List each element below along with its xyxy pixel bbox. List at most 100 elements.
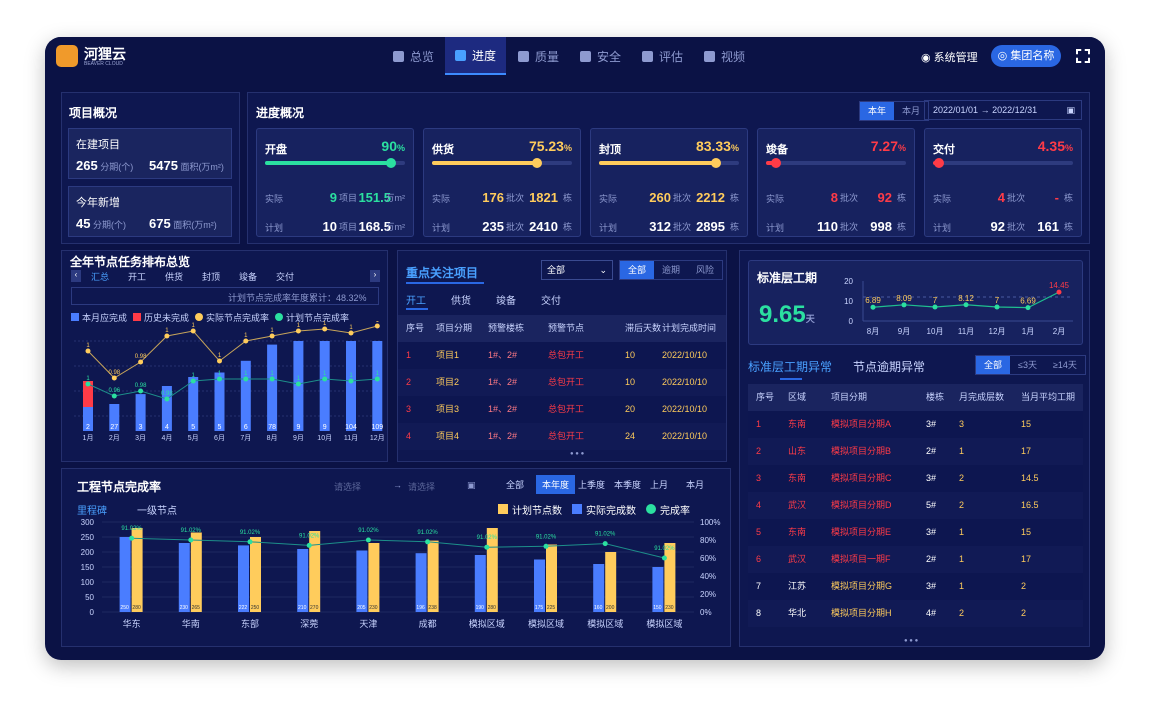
nav-safety[interactable]: 安全 bbox=[570, 37, 631, 75]
period-tab[interactable]: 本月 bbox=[686, 480, 705, 490]
nav-quality[interactable]: 质量 bbox=[508, 37, 569, 75]
period-tab[interactable]: 上月 bbox=[650, 480, 669, 490]
row-unit2: 栋 bbox=[1063, 222, 1073, 232]
progress-card: 竣备 7.27% 实际 8 批次 92 栋计划 110 批次 998 栋 bbox=[757, 128, 915, 237]
focus-tab[interactable]: 交付 bbox=[541, 296, 561, 307]
table-header: 序号 区域 项目分期 楼栋 月完成层数 当月平均工期 bbox=[748, 384, 1083, 411]
period-tab[interactable]: 本季度 bbox=[614, 480, 642, 490]
table-row[interactable]: 7 江苏 模拟项目分期G 3# 1 2 bbox=[748, 573, 1083, 600]
std-abnormal-panel: 标准层工期 9.65天 20 10 0 6.89 8月 8.09 9月 7 10月 8.12 11月… bbox=[739, 250, 1090, 647]
table-row[interactable]: 2 项目2 1#、2# 总包开工 10 2022/10/10 bbox=[398, 369, 726, 396]
date-range-picker[interactable]: 2022/01/01 → 2022/12/31 ▣ bbox=[924, 100, 1082, 120]
table-cell: 东南 bbox=[788, 527, 807, 537]
table-row[interactable]: 4 武汉 模拟项目分期D 5# 2 16.5 bbox=[748, 492, 1083, 519]
row-label: 计划 bbox=[265, 223, 284, 233]
table-cell: 1 bbox=[959, 527, 965, 537]
bar-label: 250 bbox=[120, 605, 129, 611]
actual-rate-point bbox=[164, 333, 170, 339]
table-row[interactable]: 3 项目3 1#、2# 总包开工 20 2022/10/10 bbox=[398, 396, 726, 423]
system-manage-link[interactable]: ◉ 系统管理 bbox=[921, 52, 978, 64]
brand-sub: BEAVER CLOUD bbox=[84, 61, 123, 67]
focus-tab[interactable]: 竣备 bbox=[496, 296, 516, 307]
annual-tab[interactable]: 封顶 bbox=[202, 272, 221, 282]
progress-fill bbox=[265, 161, 391, 165]
table-row[interactable]: 2 山东 模拟项目分期B 2# 1 17 bbox=[748, 438, 1083, 465]
filter-all[interactable]: 全部 bbox=[620, 261, 655, 279]
period-tab[interactable]: 上季度 bbox=[578, 480, 606, 490]
building-box: 在建项目 265 分期(个) 5475 面积(万m²) bbox=[68, 128, 232, 179]
tab-node-overdue[interactable]: 节点逾期异常 bbox=[853, 360, 926, 374]
table-row[interactable]: 8 华北 模拟项目分期H 4# 2 2 bbox=[748, 600, 1083, 627]
row-unit2: 栋 bbox=[729, 193, 739, 203]
bar-label: 109 bbox=[371, 424, 383, 431]
rate-label: 91.02% bbox=[477, 535, 498, 541]
period-tab[interactable]: 全部 bbox=[506, 480, 525, 490]
legend-item: 历史未完成 bbox=[133, 313, 189, 323]
fullscreen-icon[interactable] bbox=[1076, 49, 1090, 63]
plan-rate-label: 0.98 bbox=[161, 391, 173, 397]
filter-overdue[interactable]: 逾期 bbox=[662, 265, 681, 275]
group-button[interactable]: ◎ 集团名称 bbox=[991, 45, 1061, 67]
abn-filter-14days[interactable]: ≥14天 bbox=[1052, 360, 1077, 370]
table-row[interactable]: 3 东南 模拟项目分期C 3# 2 14.5 bbox=[748, 465, 1083, 492]
annual-tab[interactable]: 汇总 bbox=[91, 272, 110, 282]
range-arrow: → bbox=[393, 480, 402, 490]
tab-std-abnormal[interactable]: 标准层工期异常 bbox=[748, 360, 833, 374]
x-tick: 模拟区域 bbox=[528, 618, 564, 629]
annual-tab[interactable]: 开工 bbox=[128, 272, 147, 282]
annual-tab[interactable]: 交付 bbox=[276, 272, 295, 282]
filter-risk[interactable]: 风险 bbox=[696, 265, 715, 275]
table-row[interactable]: 5 东南 模拟项目分期E 3# 1 15 bbox=[748, 519, 1083, 546]
table-row[interactable]: 4 项目4 1#、2# 总包开工 24 2022/10/10 bbox=[398, 423, 726, 450]
nav-progress[interactable]: 进度 bbox=[445, 37, 507, 75]
tab-milestone[interactable]: 里程碑 bbox=[77, 506, 107, 517]
row-label: 计划 bbox=[599, 223, 618, 233]
table-row[interactable]: 1 项目1 1#、2# 总包开工 10 2022/10/10 bbox=[398, 342, 726, 369]
table-row[interactable]: 6 武汉 模拟项目一期F 2# 1 17 bbox=[748, 546, 1083, 573]
std-point bbox=[870, 304, 876, 310]
calendar-icon[interactable]: ▣ bbox=[467, 480, 476, 490]
annual-tab[interactable]: 供货 bbox=[165, 272, 184, 282]
panel-title: 进度概况 bbox=[256, 106, 305, 120]
start-select[interactable]: 请选择 bbox=[334, 482, 362, 492]
focus-select[interactable]: 全部 ⌄ bbox=[541, 260, 613, 280]
nav-video[interactable]: 视频 bbox=[694, 37, 755, 75]
plan-rate-point bbox=[374, 376, 380, 382]
legend-item: 本月应完成 bbox=[71, 313, 127, 323]
table-row[interactable]: 1 东南 模拟项目分期A 3# 3 15 bbox=[748, 411, 1083, 438]
progress-track bbox=[599, 158, 739, 168]
table-cell: 东南 bbox=[788, 473, 807, 483]
actual-rate-point bbox=[190, 328, 196, 334]
period-tab[interactable]: 本年度 bbox=[536, 475, 576, 494]
annual-tab[interactable]: 竣备 bbox=[239, 272, 258, 282]
focus-tab[interactable]: 开工 bbox=[406, 296, 426, 307]
abn-filter-all[interactable]: 全部 bbox=[976, 356, 1011, 374]
table-cell: 2 bbox=[406, 377, 412, 387]
row-label: 实际 bbox=[265, 194, 284, 204]
bar-label: 210 bbox=[298, 605, 307, 611]
bar-plan bbox=[309, 531, 321, 612]
x-tick: 1月 bbox=[83, 434, 94, 442]
logo-icon bbox=[56, 45, 78, 67]
header-cell: 区域 bbox=[788, 392, 807, 402]
abn-filter-3days[interactable]: ≤3天 bbox=[1018, 360, 1037, 370]
actual-rate-label: 1 bbox=[349, 325, 353, 331]
next-arrow-icon[interactable]: › bbox=[370, 270, 380, 282]
nav-overview[interactable]: 总览 bbox=[383, 37, 444, 75]
bar bbox=[346, 341, 356, 431]
toggle-year[interactable]: 本年 bbox=[860, 102, 895, 120]
std-box: 标准层工期 9.65天 20 10 0 6.89 8月 8.09 9月 7 10月 8.12 11月… bbox=[748, 260, 1083, 345]
prev-arrow-icon[interactable]: ‹ bbox=[71, 270, 81, 282]
x-tick: 7月 bbox=[240, 434, 251, 442]
table-cell: 模拟项目分期E bbox=[831, 527, 892, 537]
row-unit: 批次 bbox=[840, 222, 859, 232]
new-label: 今年新增 bbox=[76, 197, 120, 209]
bar-label: 225 bbox=[547, 605, 556, 611]
toggle-month[interactable]: 本月 bbox=[902, 106, 921, 116]
std-value: 9.65天 bbox=[759, 301, 815, 328]
bar-plan bbox=[486, 528, 498, 612]
end-select[interactable]: 请选择 bbox=[408, 482, 436, 492]
focus-tab[interactable]: 供货 bbox=[451, 296, 471, 307]
nav-evaluate[interactable]: 评估 bbox=[632, 37, 693, 75]
tab-level1[interactable]: 一级节点 bbox=[137, 506, 177, 517]
